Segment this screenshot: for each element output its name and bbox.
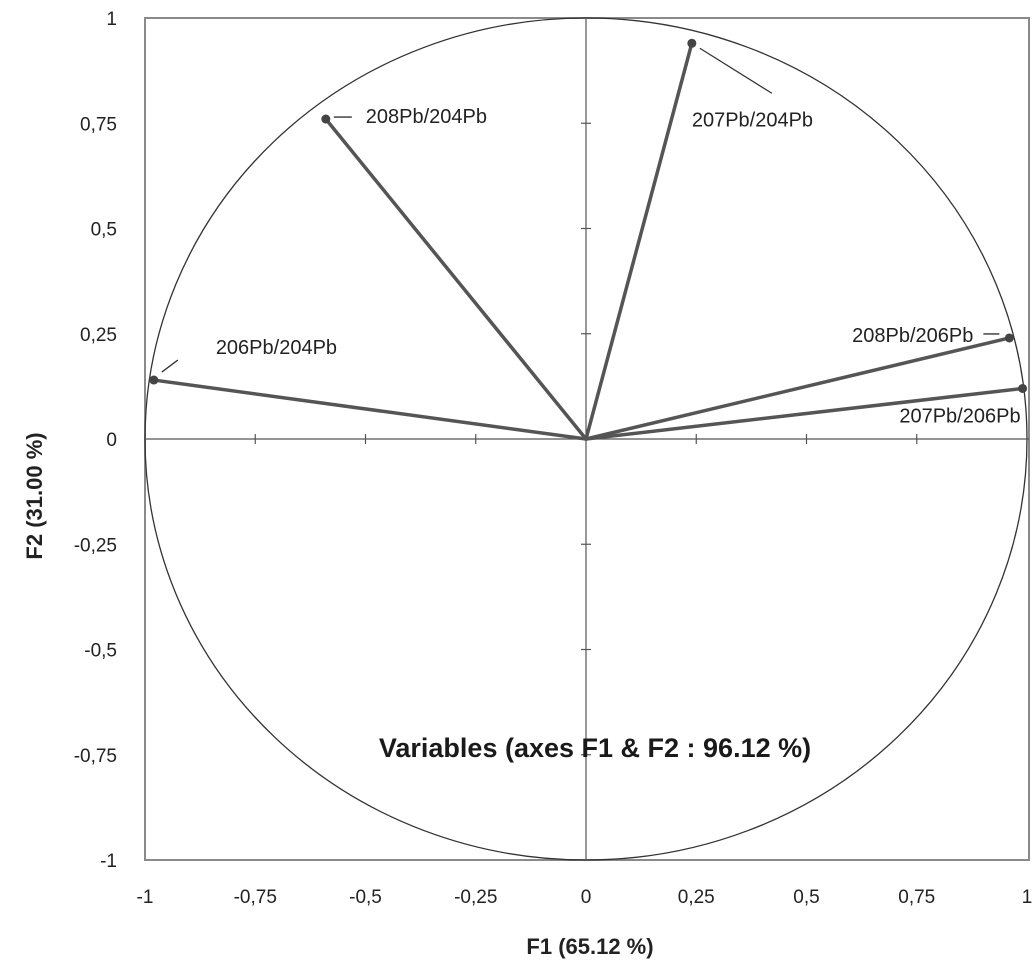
x-axis-tick-labels: -1 -0,75 -0,5 -0,25 0 0,25 0,5 0,75 1 [137, 887, 1032, 908]
y-axis-ticks [581, 122, 591, 756]
x-tick-label: 0,25 [678, 887, 715, 908]
y-tick-label: 0 [106, 430, 117, 451]
variable-label: 208Pb/206Pb [852, 325, 973, 347]
variable-point [1018, 383, 1028, 393]
variable-label: 207Pb/204Pb [692, 109, 813, 131]
variable-point [1004, 333, 1014, 343]
variable-point [687, 38, 697, 48]
y-tick-label: 0,75 [80, 114, 117, 135]
variable-vector [584, 386, 1025, 441]
label-leader [161, 359, 179, 373]
x-tick-label: 0,75 [898, 887, 935, 908]
variable-vector [584, 41, 694, 441]
variable-label: 207Pb/206Pb [899, 405, 1020, 427]
variable-vector [152, 378, 588, 441]
y-tick-label: 1 [106, 9, 117, 30]
chart-title: Variables (axes F1 & F2 : 96.12 %) [379, 733, 811, 763]
x-axis-ticks [254, 434, 918, 444]
variable-point [149, 375, 159, 385]
label-leader-lines [161, 47, 1000, 373]
y-axis-title: F2 (31.00 %) [22, 432, 47, 559]
x-axis-title: F1 (65.12 %) [526, 934, 653, 959]
x-tick-label: 1 [1022, 887, 1032, 908]
x-tick-label: -0,75 [234, 887, 277, 908]
variable-label: 206Pb/204Pb [216, 337, 337, 359]
x-tick-label: 0,5 [793, 887, 819, 908]
variable-vectors [149, 38, 1028, 441]
y-axis-tick-labels: -1 -0,75 -0,5 -0,25 0 0,25 0,5 0,75 1 [74, 9, 117, 872]
x-tick-label: 0 [581, 887, 592, 908]
y-tick-label: -0,75 [74, 746, 117, 767]
y-tick-label: -0,5 [84, 641, 117, 662]
y-tick-label: -1 [100, 851, 117, 872]
variable-vector [584, 336, 1012, 441]
y-tick-label: 0,5 [91, 220, 117, 241]
y-tick-label: 0,25 [80, 325, 117, 346]
variable-point [321, 114, 331, 124]
x-tick-label: -0,5 [349, 887, 382, 908]
label-leader [699, 47, 773, 94]
y-tick-label: -0,25 [74, 535, 117, 556]
variable-vector [324, 117, 588, 441]
x-tick-label: -1 [137, 887, 154, 908]
variable-labels: 206Pb/204Pb 208Pb/204Pb 207Pb/204Pb 208Pb/2… [216, 106, 1021, 427]
variable-label: 208Pb/204Pb [366, 106, 487, 128]
x-tick-label: -0,25 [454, 887, 497, 908]
